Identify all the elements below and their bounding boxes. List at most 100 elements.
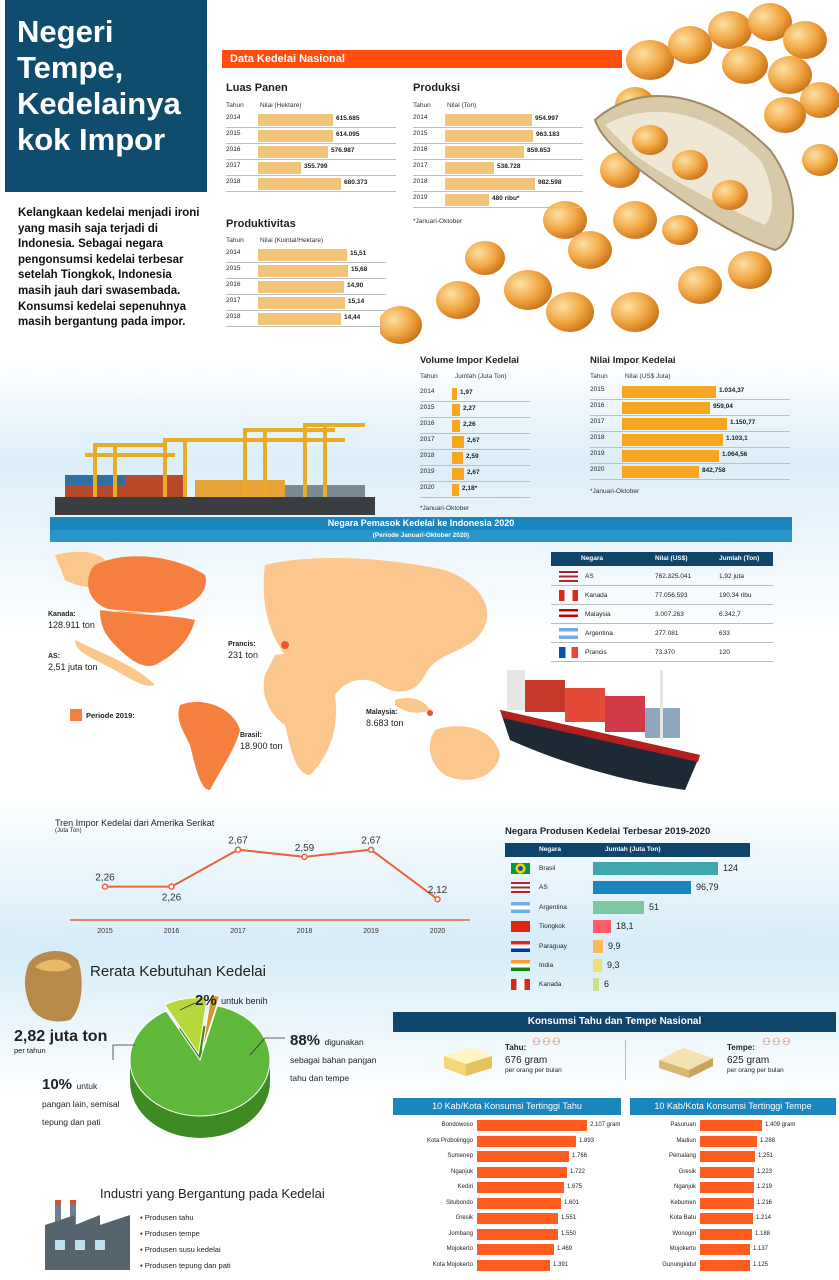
table-row: 2019 480 ribu*: [413, 192, 583, 208]
as-flag-icon: [511, 882, 530, 894]
trend-x-tick: 2015: [97, 928, 113, 935]
table-row-value: 2,18*: [462, 485, 478, 492]
kanada-flag-icon: [511, 979, 530, 991]
pie-title: Rerata Kebutuhan Kedelai: [90, 963, 266, 980]
kons-row: Nganjuk 1.722: [393, 1165, 623, 1180]
producer-row: Paraguay 9,9: [505, 937, 745, 956]
page-title: Negeri Tempe, Kedelainya kok Impor: [5, 0, 207, 192]
supplier-country: Prancis: [585, 649, 607, 656]
table-row-value: 2,59: [466, 453, 479, 460]
table-row-year: 2016: [590, 402, 605, 409]
table-row-value: 480 ribu*: [492, 195, 520, 202]
nilai-impor-col-year: Tahun: [590, 373, 608, 380]
pie-slice: [163, 997, 208, 1056]
table-row: 2018 1.103,1: [590, 432, 790, 448]
table-row-value: 2,26: [463, 421, 476, 428]
table-row-bar: [258, 146, 328, 158]
tahu-top10-title: 10 Kab/Kota Konsumsi Tertinggi Tahu: [393, 1098, 621, 1115]
kons-value: 1.223: [757, 1168, 773, 1175]
trend-x-tick: 2020: [430, 928, 446, 935]
kons-row: Kota Batu 1.214: [630, 1211, 839, 1226]
tofu-illustration: [444, 1048, 492, 1076]
producer-value: 6: [604, 979, 610, 990]
argentina-flag-icon: [511, 901, 530, 913]
kons-row: Gresik 1.223: [630, 1165, 839, 1180]
soy-sack-illustration: [24, 950, 82, 1022]
volume-impor-col-value: Jumlah (Juta Ton): [455, 373, 507, 380]
table-row-year: 2014: [226, 249, 241, 256]
brasil-flag-icon: [511, 863, 530, 874]
kons-bar: [477, 1259, 550, 1271]
supplier-value: 73.370: [655, 649, 675, 656]
table-row-bar: [258, 114, 333, 126]
kons-row: Gresik 1.551: [393, 1211, 623, 1226]
kons-value: 1.893: [579, 1137, 595, 1144]
pie-total: 2,82 juta ton per tahun: [14, 1028, 108, 1055]
table-row-value: 14,90: [347, 282, 364, 289]
table-row-value: 1.150,77: [730, 419, 756, 426]
table-row-value: 982.598: [538, 179, 562, 186]
kons-bar: [477, 1244, 554, 1255]
kons-value: 1.188: [755, 1230, 771, 1237]
kons-name: Kebumen: [670, 1199, 696, 1206]
table-row-value: 1.103,1: [726, 435, 748, 442]
table-row-year: 2015: [590, 386, 605, 393]
volume-impor-col-year: Tahun: [420, 373, 438, 380]
producer-row: AS 96,79: [505, 878, 745, 897]
map-title: Negara Pemasok Kedelai ke Indonesia 2020: [50, 517, 792, 530]
kons-row: Nganjuk 1.219: [630, 1180, 839, 1195]
supplier-row: Argentina 277.081 633: [551, 624, 773, 643]
tempe-label: Tempe:: [727, 1043, 755, 1052]
pie-slice: [201, 994, 221, 1051]
producer-name: AS: [539, 884, 548, 892]
kons-bar: [700, 1166, 754, 1178]
table-row-year: 2018: [413, 178, 428, 185]
map-label-malaysia: Malaysia: 8.683 ton: [366, 709, 404, 728]
argentina-flag-icon: [559, 628, 578, 639]
table-row-value: 959,04: [713, 403, 733, 410]
luas-panen-col-value: Nilai (Hektare): [260, 102, 302, 109]
kons-bar: [477, 1166, 567, 1178]
table-row-year: 2018: [590, 434, 605, 441]
kons-row: Sumenep 1.766: [393, 1149, 623, 1164]
kons-name: Gunungkidul: [662, 1261, 696, 1268]
table-row-bar: [445, 130, 533, 142]
table-row-year: 2017: [590, 418, 605, 425]
as-flag-icon: [559, 571, 578, 582]
soybean-illustration: [380, 3, 839, 344]
producer-bar: [593, 959, 602, 972]
kons-row: Kota Mojokerto 1.391: [393, 1258, 623, 1273]
map-label-kanada: Kanada: 128.911 ton: [48, 611, 95, 630]
table-row: 2017 355.799: [226, 160, 396, 176]
tempe-unit: per orang per bulan: [727, 1067, 784, 1074]
supplier-value: 77.056.593: [655, 592, 688, 599]
kons-row: Bondowoso 2.107 gram: [393, 1118, 623, 1133]
kons-name: Bondowoso: [441, 1122, 473, 1128]
table-row: 2020 842,758: [590, 464, 790, 480]
kons-value: 1.219: [757, 1184, 773, 1190]
produksi-col-value: Nilai (Ton): [447, 102, 477, 109]
table-row: 2015 963.183: [413, 128, 583, 144]
kons-name: Kota Mojokerto: [432, 1261, 473, 1268]
kons-bar: [700, 1135, 757, 1147]
section-label: Data Kedelai Nasional: [222, 50, 622, 68]
table-row-year: 2016: [413, 146, 428, 153]
luas-panen-col-year: Tahun: [226, 102, 244, 109]
world-map: [55, 551, 500, 790]
industri-item-2: ▪ Produsen tempe: [140, 1229, 200, 1238]
port-cranes-illustration: [55, 423, 375, 515]
kons-bar: [477, 1197, 561, 1209]
konsumsi-divider: [625, 1040, 626, 1080]
table-row-value: 355.799: [304, 163, 328, 170]
table-row-value: 842,758: [702, 467, 726, 474]
trend-x-tick: 2019: [363, 928, 379, 935]
table-row-value: 1.034,37: [719, 387, 745, 394]
supplier-value: 3.007.263: [655, 611, 684, 618]
kons-bar: [700, 1151, 755, 1162]
table-row-value: 538.728: [497, 163, 521, 170]
supplier-row: Kanada 77.056.593 190,34 ribu: [551, 586, 773, 605]
produktivitas-col-value: Nilai (Kuintal/Hektare): [260, 237, 324, 244]
table-row-year: 2019: [420, 468, 435, 475]
supplier-value: 762.325.041: [655, 573, 692, 580]
table-row-year: 2014: [413, 114, 428, 121]
